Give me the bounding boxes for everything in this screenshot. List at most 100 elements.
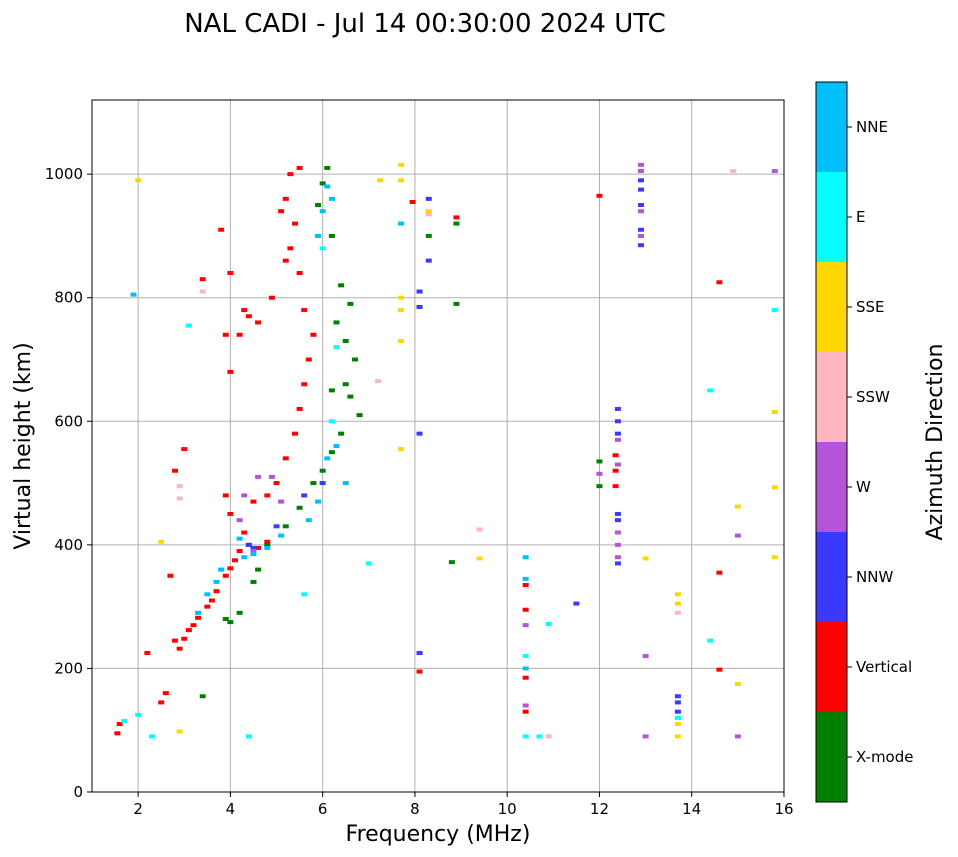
colorbar-title: Azimuth Direction <box>923 343 948 540</box>
x-tick-label: 2 <box>133 800 143 818</box>
plot-frame <box>91 99 785 793</box>
data-point-vertical <box>158 700 165 705</box>
data-point-x-mode <box>342 382 349 387</box>
data-point-w <box>734 734 741 739</box>
data-point-x-mode <box>351 357 358 362</box>
data-point-x-mode <box>250 579 257 584</box>
data-point-sse <box>674 734 681 739</box>
data-point-vertical <box>716 570 723 575</box>
data-point-sse <box>135 178 142 183</box>
data-point-x-mode <box>199 694 206 699</box>
data-point-nne <box>315 499 322 504</box>
data-point-sse <box>771 410 778 415</box>
data-point-vertical <box>268 295 275 300</box>
data-point-w <box>642 734 649 739</box>
data-point-x-mode <box>328 233 335 238</box>
data-point-nnw <box>416 289 423 294</box>
data-point-vertical <box>222 332 229 337</box>
data-point-x-mode <box>324 165 331 170</box>
data-point-vertical <box>282 456 289 461</box>
data-point-nne <box>250 552 257 557</box>
x-tick-label: 6 <box>318 800 328 818</box>
data-point-x-mode <box>347 394 354 399</box>
data-point-e <box>319 246 326 251</box>
data-point-ssw <box>425 212 432 217</box>
data-point-x-mode <box>338 431 345 436</box>
data-point-sse <box>642 556 649 561</box>
data-point-nne <box>195 610 202 615</box>
data-point-w <box>771 169 778 174</box>
data-point-vertical <box>172 468 179 473</box>
data-point-vertical <box>416 669 423 674</box>
y-axis-ticks: 0 200 400 600 800 1000 <box>45 165 92 801</box>
data-point-nnw <box>416 304 423 309</box>
data-point-vertical <box>241 530 248 535</box>
data-point-nnw <box>637 187 644 192</box>
data-point-sse <box>398 308 405 313</box>
data-point-vertical <box>264 539 271 544</box>
data-point-ssw <box>674 610 681 615</box>
data-point-e <box>245 734 252 739</box>
y-axis-label: Virtual height (km) <box>11 342 36 549</box>
plot-area <box>92 100 784 792</box>
data-point-vertical <box>264 493 271 498</box>
data-point-vertical <box>716 280 723 285</box>
data-point-sse <box>425 209 432 214</box>
data-point-vertical <box>301 382 308 387</box>
data-point-nne <box>319 209 326 214</box>
data-point-vertical <box>181 447 188 452</box>
data-point-x-mode <box>319 468 326 473</box>
y-tick-label: 800 <box>54 289 83 307</box>
data-point-ssw <box>730 169 737 174</box>
data-point-nne <box>218 567 225 572</box>
data-point-e <box>545 621 552 626</box>
data-point-nne <box>130 292 137 297</box>
data-point-x-mode <box>227 620 234 625</box>
data-point-vertical <box>273 481 280 486</box>
data-point-vertical <box>596 193 603 198</box>
data-point-e <box>536 734 543 739</box>
data-point-vertical <box>144 650 151 655</box>
colorbar-label: X-mode <box>856 748 913 766</box>
data-point-nnw <box>614 406 621 411</box>
data-point-vertical <box>172 638 179 643</box>
data-point-ssw <box>476 527 483 532</box>
data-point-vertical <box>185 628 192 633</box>
data-point-nnw <box>573 601 580 606</box>
colorbar-segment <box>816 622 847 712</box>
data-point-nne <box>305 518 312 523</box>
data-point-x-mode <box>333 320 340 325</box>
data-point-nne <box>342 481 349 486</box>
data-point-w <box>642 654 649 659</box>
data-point-w <box>241 493 248 498</box>
data-point-sse <box>734 681 741 686</box>
data-point-nne <box>241 555 248 560</box>
data-point-vertical <box>199 277 206 282</box>
data-point-vertical <box>296 406 303 411</box>
data-point-w <box>734 533 741 538</box>
data-point-vertical <box>453 215 460 220</box>
x-tick-label: 10 <box>498 800 517 818</box>
data-point-sse <box>771 485 778 490</box>
data-point-sse <box>398 178 405 183</box>
data-point-nne <box>522 576 529 581</box>
data-point-ssw <box>545 734 552 739</box>
colorbar-label: SSE <box>856 298 885 316</box>
data-point-sse <box>476 556 483 561</box>
data-point-w <box>596 471 603 476</box>
data-point-vertical <box>287 172 294 177</box>
data-point-w <box>614 542 621 547</box>
data-point-ssw <box>375 379 382 384</box>
data-point-vertical <box>204 604 211 609</box>
data-point-nnw <box>614 431 621 436</box>
y-tick-label: 400 <box>54 536 83 554</box>
data-point-w <box>637 162 644 167</box>
data-point-vertical <box>222 493 229 498</box>
data-point-e <box>301 592 308 597</box>
data-point-vertical <box>213 589 220 594</box>
colorbar-segment <box>816 352 847 442</box>
x-tick-label: 4 <box>226 800 236 818</box>
data-point-vertical <box>301 308 308 313</box>
data-point-vertical <box>236 332 243 337</box>
data-point-vertical <box>190 623 197 628</box>
